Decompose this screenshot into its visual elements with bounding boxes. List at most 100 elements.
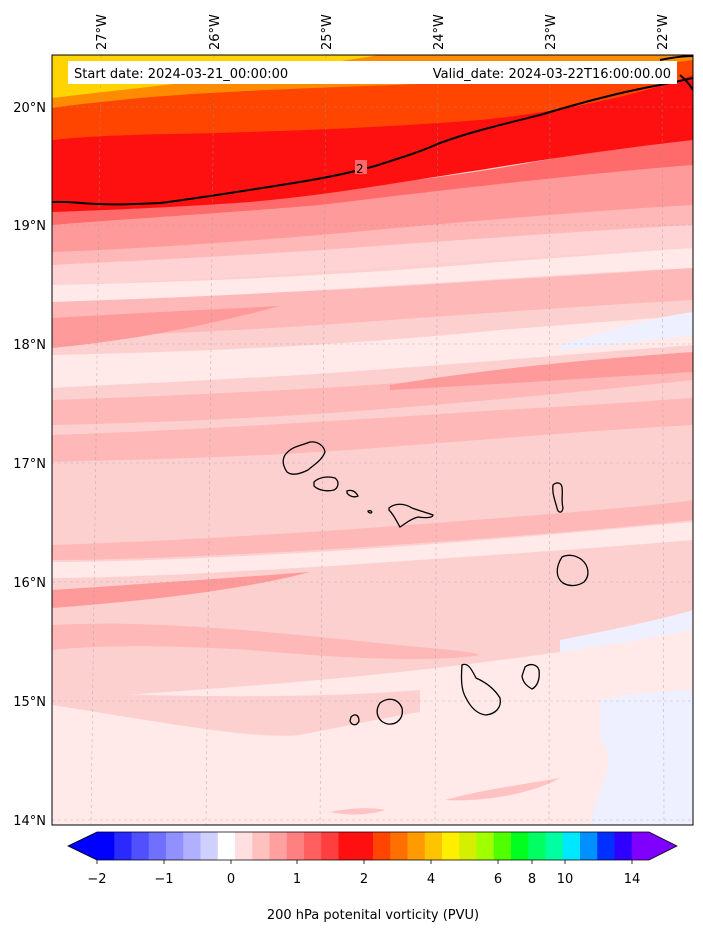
island-maio bbox=[521, 663, 540, 690]
lat-label: 18°N bbox=[13, 338, 46, 353]
pv-band-near-white-north bbox=[52, 315, 693, 388]
cb-tick-label: 8 bbox=[528, 872, 536, 887]
colorbar-segment bbox=[562, 832, 581, 860]
colorbar-segment bbox=[235, 832, 253, 860]
colorbar-segment bbox=[631, 832, 650, 860]
cb-tick-label: 10 bbox=[557, 872, 574, 887]
cb-tick-label: −1 bbox=[154, 872, 173, 887]
colorbar-segment bbox=[200, 832, 219, 860]
lat-label: 19°N bbox=[13, 219, 46, 234]
pv-band-strong-pink-mid bbox=[52, 572, 310, 608]
lon-label: 26°W bbox=[208, 14, 223, 50]
island-brava bbox=[349, 714, 360, 726]
colorbar-ticks: −2 −1 0 1 2 4 6 8 10 14 bbox=[87, 872, 640, 887]
lon-label: 23°W bbox=[544, 14, 559, 50]
cb-tick-label: 4 bbox=[427, 872, 435, 887]
pv-band-light-pink-4 bbox=[52, 398, 693, 462]
colorbar-title: 200 hPa potenital vorticity (PVU) bbox=[267, 908, 479, 923]
colorbar-segment bbox=[528, 832, 547, 860]
colorbar-segment bbox=[580, 832, 598, 860]
longitude-labels: 27°W 26°W 25°W 24°W 23°W 22°W bbox=[95, 14, 671, 50]
colorbar-segment bbox=[407, 832, 426, 860]
colorbar-extend-max bbox=[649, 832, 677, 860]
colorbar-segment bbox=[338, 832, 357, 860]
lon-label: 22°W bbox=[656, 14, 671, 50]
pv-band-light-pink-south-streak bbox=[445, 778, 560, 801]
lat-label: 14°N bbox=[13, 814, 46, 829]
pv-band-pale-pink-south bbox=[52, 690, 420, 736]
colorbar-segment bbox=[114, 832, 133, 860]
colorbar-segment bbox=[373, 832, 391, 860]
island-sao-vicente bbox=[313, 476, 339, 492]
pv-band-near-white-north-2 bbox=[52, 248, 693, 302]
colorbar-segment bbox=[597, 832, 616, 860]
colorbar-segment bbox=[166, 832, 184, 860]
map-frame bbox=[51, 54, 694, 826]
cb-tick-label: −2 bbox=[87, 872, 106, 887]
pv-band-strong-pink-east bbox=[390, 352, 693, 390]
valid-date-label: Valid_date: 2024-03-22T16:00:00.00 bbox=[433, 67, 671, 82]
graticule bbox=[52, 55, 693, 825]
pv-band-pale-pink-north bbox=[52, 222, 693, 285]
start-date-label: Start date: 2024-03-21_00:00:00 bbox=[74, 67, 288, 82]
island-santiago bbox=[460, 663, 501, 716]
contour-label: 2 bbox=[356, 162, 364, 176]
island-santo-antao bbox=[282, 441, 326, 475]
cb-tick-label: 0 bbox=[227, 872, 235, 887]
coastlines bbox=[282, 441, 589, 726]
island-raso bbox=[367, 510, 373, 514]
colorbar-segment bbox=[424, 832, 443, 860]
colorbar-segment bbox=[390, 832, 409, 860]
pv-band-pale-blue-north bbox=[560, 312, 693, 350]
lon-label: 25°W bbox=[320, 14, 335, 50]
colorbar-segment bbox=[217, 832, 236, 860]
colorbar-segment bbox=[476, 832, 495, 860]
island-sao-nicolau bbox=[388, 503, 434, 528]
cb-tick-label: 14 bbox=[624, 872, 641, 887]
pv-band-strong-pink-north bbox=[52, 306, 280, 348]
colorbar-segment bbox=[459, 832, 478, 860]
lat-label: 15°N bbox=[13, 695, 46, 710]
colorbar-segment bbox=[252, 832, 271, 860]
info-box bbox=[68, 61, 677, 84]
lat-label: 17°N bbox=[13, 457, 46, 472]
lon-label: 27°W bbox=[95, 14, 110, 50]
pv-band-light-pink-2 bbox=[52, 500, 693, 560]
cb-tick-label: 6 bbox=[494, 872, 502, 887]
pv-band-pale-blue-south-2 bbox=[590, 690, 693, 825]
pv-contour-2-branch bbox=[659, 55, 693, 91]
colorbar-segment bbox=[614, 832, 633, 860]
colorbar-segment bbox=[493, 832, 512, 860]
cb-tick-label: 2 bbox=[360, 872, 368, 887]
colorbar-segment bbox=[131, 832, 150, 860]
map-panel: 2 bbox=[52, 55, 693, 825]
colorbar-extend-min bbox=[68, 832, 97, 860]
colorbar-segment bbox=[321, 832, 340, 860]
island-santa-luzia bbox=[346, 489, 359, 498]
colorbar-segment bbox=[183, 832, 202, 860]
island-sal bbox=[552, 482, 564, 513]
colorbar-segment bbox=[286, 832, 305, 860]
pv-band-light-pink-south-streak-2 bbox=[330, 808, 385, 815]
lon-label: 24°W bbox=[432, 14, 447, 50]
colorbar-segment bbox=[355, 832, 374, 860]
lat-label: 16°N bbox=[13, 576, 46, 591]
contour-label-bg bbox=[355, 160, 367, 174]
lat-label: 20°N bbox=[13, 101, 46, 116]
island-fogo bbox=[376, 698, 403, 725]
colorbar-segment bbox=[304, 832, 322, 860]
colorbar bbox=[67, 831, 678, 864]
colorbar-segment bbox=[545, 832, 564, 860]
colorbar-segment bbox=[442, 832, 460, 860]
pv-band-light-pink-1 bbox=[52, 623, 480, 660]
island-boa-vista bbox=[556, 554, 589, 587]
cb-tick-label: 1 bbox=[293, 872, 301, 887]
colorbar-segment bbox=[97, 832, 115, 860]
colorbar-segment bbox=[269, 832, 288, 860]
colorbar-segment bbox=[148, 832, 167, 860]
pv-band-near-white-mid bbox=[52, 522, 693, 578]
pv-band-near-white-south bbox=[52, 630, 693, 825]
colorbar-segment bbox=[511, 832, 529, 860]
pv-contour-2 bbox=[52, 77, 693, 206]
